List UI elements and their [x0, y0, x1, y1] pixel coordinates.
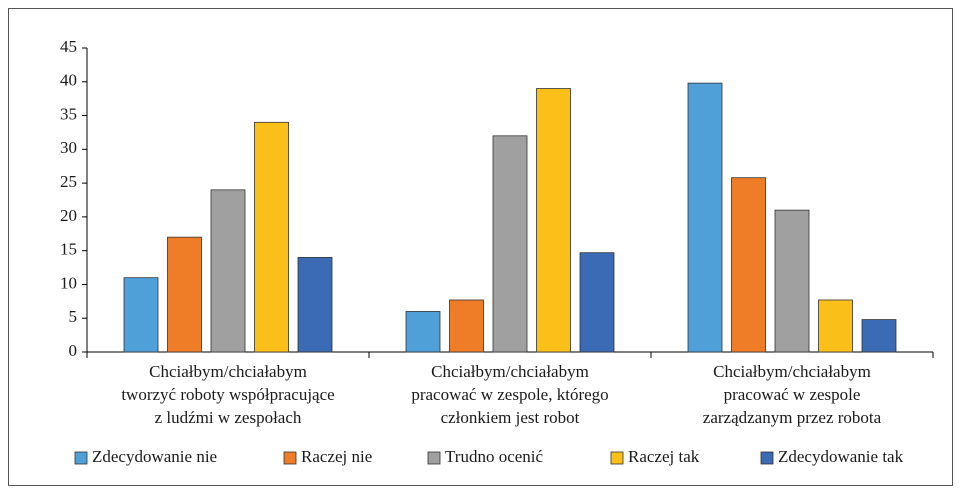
legend-swatch: [283, 451, 297, 465]
y-tick-label: 30: [60, 138, 77, 157]
x-tick-label-line: zarządzanym przez robota: [703, 408, 882, 427]
x-tick-label-line: pracować w zespole, którego: [411, 385, 608, 404]
y-tick-label: 45: [60, 37, 77, 56]
legend-swatch: [610, 451, 624, 465]
y-tick-label: 5: [69, 307, 78, 326]
y-tick-label: 15: [60, 240, 77, 259]
legend-swatch: [74, 451, 88, 465]
x-tick-label: Chciałbym/chciałabym tworzyć roboty współ…: [121, 362, 334, 427]
frame: [8, 8, 953, 486]
bar: [492, 135, 528, 353]
y-tick-label: 40: [60, 71, 77, 90]
legend-swatch: [427, 451, 441, 465]
y-tick-label: 35: [60, 104, 77, 123]
bar: [254, 121, 289, 353]
bar: [818, 299, 853, 353]
y-tick-label: 0: [69, 341, 78, 360]
x-tick-label: Chciałbym/chciałabym pracować w zespole za…: [703, 362, 882, 427]
x-tick-label: Chciałbym/chciałabym pracować w zespole, …: [411, 362, 608, 427]
bar: [210, 189, 246, 353]
bar: [167, 236, 202, 353]
bar: [579, 252, 615, 353]
x-tick-label-line: z ludźmi w zespołach: [155, 408, 302, 427]
x-tick-label-line: członkiem jest robot: [441, 408, 580, 427]
bar: [297, 257, 333, 353]
y-tick-label: 25: [60, 172, 77, 191]
legend-label: Zdecydowanie tak: [778, 447, 904, 466]
legend-label: Raczej tak: [628, 447, 700, 466]
bar: [861, 319, 897, 353]
bar: [774, 209, 810, 353]
x-tick-label-line: Chciałbym/chciałabym: [431, 362, 589, 381]
x-tick-label-line: Chciałbym/chciałabym: [149, 362, 307, 381]
legend-label: Trudno ocenić: [445, 447, 544, 466]
y-tick-label: 20: [60, 206, 77, 225]
legend-label: Zdecydowanie nie: [92, 447, 217, 466]
legend-label: Raczej nie: [301, 447, 372, 466]
bar: [536, 88, 571, 353]
x-tick-label-line: Chciałbym/chciałabym: [713, 362, 871, 381]
y-tick-label: 10: [60, 273, 77, 292]
legend-swatch: [760, 451, 774, 465]
bar: [123, 277, 159, 353]
x-tick-label-line: tworzyć roboty współpracujące: [121, 385, 334, 404]
bar: [405, 311, 441, 353]
x-tick-label-line: pracować w zespole: [724, 385, 861, 404]
bar: [449, 299, 484, 353]
bar: [687, 82, 723, 353]
bar: [731, 177, 766, 353]
